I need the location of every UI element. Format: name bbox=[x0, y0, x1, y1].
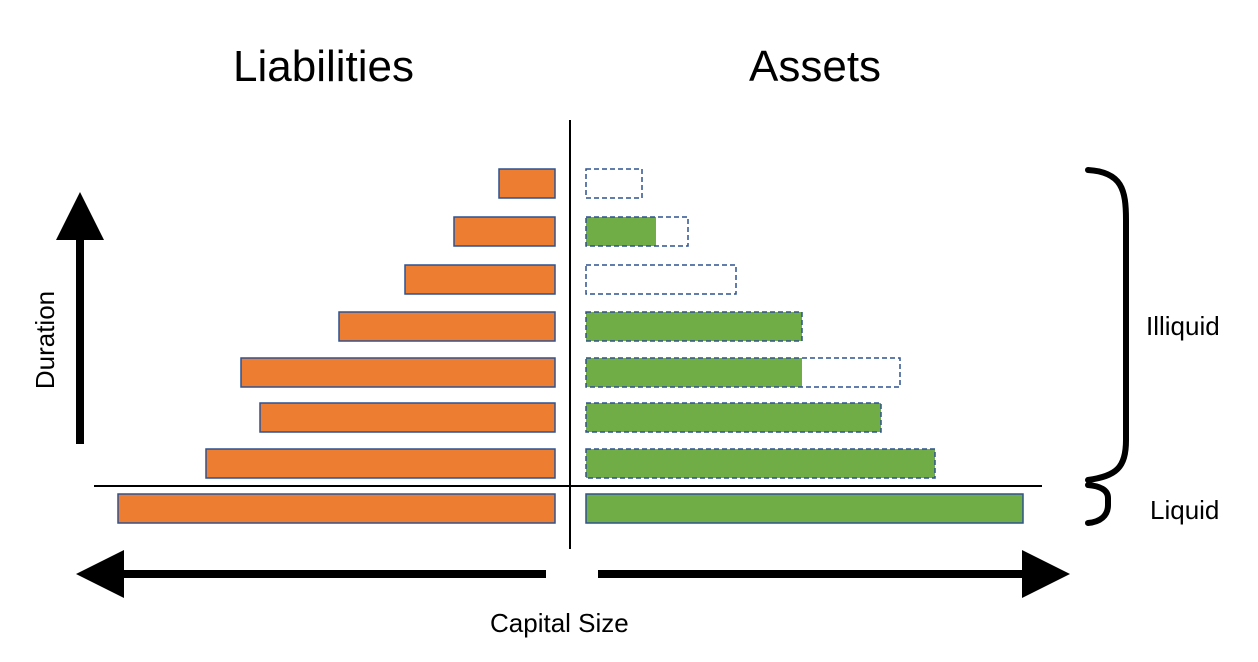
asset-capacity-outline bbox=[585, 264, 737, 295]
liability-bar bbox=[259, 402, 556, 433]
liability-bar bbox=[453, 216, 556, 247]
liabilities-heading: Liabilities bbox=[233, 42, 414, 91]
asset-capacity-outline bbox=[585, 493, 1024, 524]
asset-filled-bar bbox=[586, 494, 1023, 523]
asset-capacity-outline bbox=[585, 311, 803, 342]
liability-bar bbox=[240, 357, 556, 388]
asset-capacity-outline bbox=[585, 168, 643, 199]
duration-axis-label: Duration bbox=[30, 290, 60, 390]
asset-filled-bar bbox=[586, 403, 881, 432]
asset-filled-bar bbox=[586, 312, 802, 341]
asset-filled-bar bbox=[586, 449, 935, 478]
liquid-label: Liquid bbox=[1150, 495, 1220, 525]
liability-bar bbox=[338, 311, 556, 342]
asset-filled-bar bbox=[586, 358, 802, 387]
asset-filled-bar bbox=[586, 217, 656, 246]
asset-capacity-outline bbox=[585, 402, 882, 433]
asset-capacity-outline bbox=[585, 448, 936, 479]
assets-heading: Assets bbox=[749, 42, 882, 91]
illiquid-label: Illiquid bbox=[1146, 311, 1220, 341]
liability-bar bbox=[498, 168, 556, 199]
asset-capacity-outline bbox=[585, 216, 689, 247]
asset-capacity-outline bbox=[585, 357, 901, 388]
liability-bar bbox=[117, 493, 556, 524]
liability-bar bbox=[205, 448, 556, 479]
illiquid-bracket bbox=[1085, 167, 1129, 483]
liquid-bracket bbox=[1085, 482, 1111, 526]
liability-bar bbox=[404, 264, 556, 295]
bars-group bbox=[117, 168, 1024, 524]
capital-size-axis-label: Capital Size bbox=[490, 608, 629, 638]
